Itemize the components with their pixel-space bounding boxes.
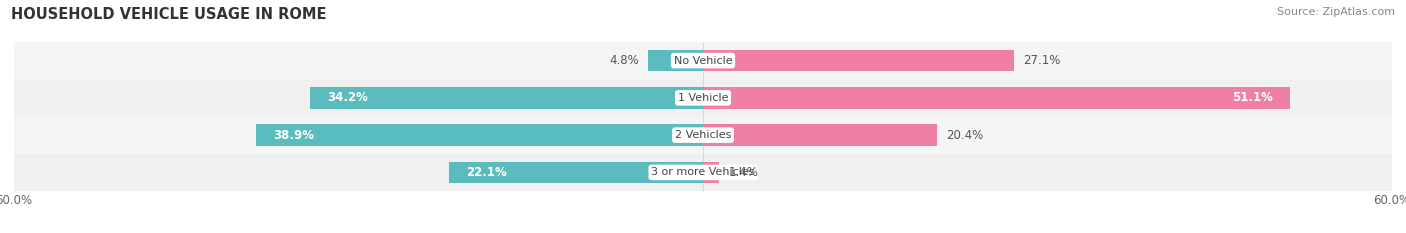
Bar bbox=[703, 162, 718, 183]
Text: 1.4%: 1.4% bbox=[728, 166, 758, 179]
Bar bbox=[703, 124, 938, 146]
Text: No Vehicle: No Vehicle bbox=[673, 56, 733, 65]
Text: HOUSEHOLD VEHICLE USAGE IN ROME: HOUSEHOLD VEHICLE USAGE IN ROME bbox=[11, 7, 326, 22]
Text: 20.4%: 20.4% bbox=[946, 129, 984, 142]
Text: 1 Vehicle: 1 Vehicle bbox=[678, 93, 728, 103]
Bar bbox=[14, 154, 1392, 191]
Bar bbox=[703, 50, 1014, 71]
Bar bbox=[14, 116, 1392, 154]
Text: Source: ZipAtlas.com: Source: ZipAtlas.com bbox=[1277, 7, 1395, 17]
Text: 4.8%: 4.8% bbox=[609, 54, 638, 67]
Bar bbox=[256, 124, 703, 146]
Text: 38.9%: 38.9% bbox=[274, 129, 315, 142]
Text: 22.1%: 22.1% bbox=[467, 166, 508, 179]
Bar bbox=[648, 50, 703, 71]
Text: 3 or more Vehicles: 3 or more Vehicles bbox=[651, 168, 755, 177]
Text: 27.1%: 27.1% bbox=[1024, 54, 1060, 67]
Text: 34.2%: 34.2% bbox=[328, 91, 368, 104]
Text: 2 Vehicles: 2 Vehicles bbox=[675, 130, 731, 140]
Bar bbox=[311, 87, 703, 109]
Text: 51.1%: 51.1% bbox=[1232, 91, 1272, 104]
Bar bbox=[14, 79, 1392, 116]
Bar bbox=[14, 42, 1392, 79]
Bar bbox=[703, 87, 1289, 109]
Bar bbox=[450, 162, 703, 183]
